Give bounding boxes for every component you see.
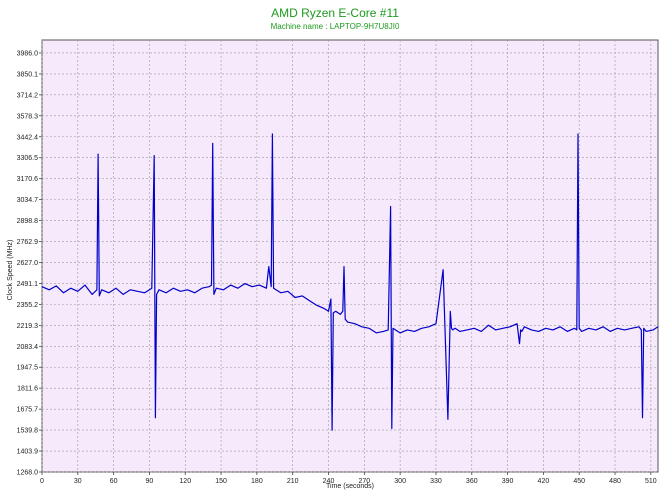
x-tick-label: 90 [146,478,154,485]
x-tick-label: 180 [251,478,263,485]
x-tick-label: 60 [110,478,118,485]
y-axis-label: Clock Speed (MHz) [7,240,14,301]
plot-area [41,39,659,473]
x-tick-label: 480 [609,478,621,485]
y-tick-label: 2627.0 [17,260,39,267]
y-tick-label: 3578.3 [17,113,39,120]
y-tick-label: 3442.4 [17,134,39,141]
x-tick-label: 270 [358,478,370,485]
y-tick-label: 3714.2 [17,92,39,99]
y-tick-label: 1268.0 [17,470,39,477]
y-tick-label: 2083.4 [17,344,39,351]
x-tick-label: 150 [215,478,227,485]
y-tick-label: 1539.8 [17,428,39,435]
y-tick-label: 3170.6 [17,176,39,183]
x-tick-label: 360 [466,478,478,485]
x-tick-label: 420 [538,478,550,485]
y-tick-label: 3034.7 [17,197,39,204]
y-tick-label: 2898.8 [17,218,39,225]
x-tick-label: 210 [287,478,299,485]
chart-subtitle: Machine name : LAPTOP-9H7U8JI0 [270,22,400,31]
x-tick-label: 120 [179,478,191,485]
x-tick-label: 450 [573,478,585,485]
series-line-0 [41,133,659,431]
y-tick-label: 2355.2 [17,302,39,309]
y-tick-label: 2491.1 [17,281,39,288]
x-tick-label: 240 [323,478,335,485]
y-tick-label: 3850.1 [17,71,39,78]
y-tick-label: 2762.9 [17,239,39,246]
chart-title: AMD Ryzen E-Core #11 [271,6,399,20]
y-tick-label: 1403.9 [17,449,39,456]
y-tick-label: 1811.6 [17,386,38,393]
y-tick-label: 3986.0 [17,50,39,57]
y-tick-label: 3306.5 [17,155,39,162]
x-tick-label: 510 [645,478,657,485]
x-axis-label: Time (seconds) [326,483,374,490]
y-tick-label: 1947.5 [17,365,39,372]
x-tick-label: 0 [40,478,44,485]
x-tick-label: 30 [74,478,82,485]
y-tick-label: 2219.3 [17,323,39,330]
x-tick-label: 390 [502,478,514,485]
x-tick-label: 300 [394,478,406,485]
x-tick-label: 330 [430,478,442,485]
y-tick-label: 1675.7 [17,407,39,414]
